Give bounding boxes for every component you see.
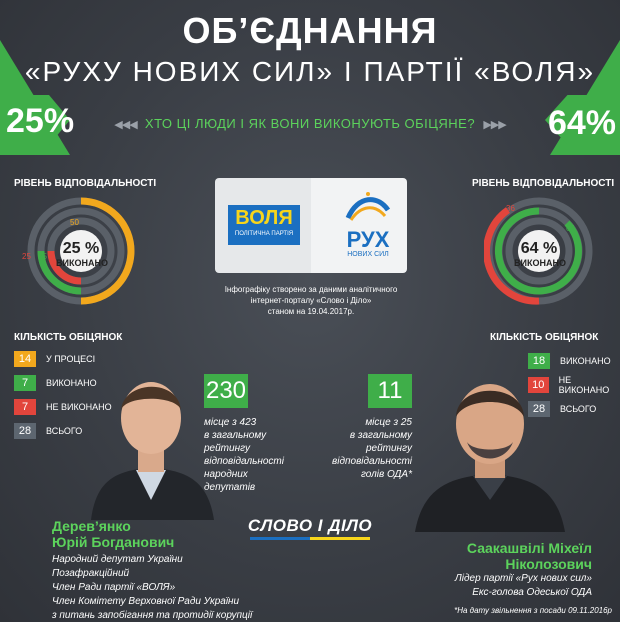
desc-line: Народний депутат України: [52, 554, 183, 565]
left-arrows-icon: ◀◀◀: [114, 119, 141, 131]
legend-item: 28 ВСЬОГО: [528, 400, 620, 418]
saakashvili-portrait: [415, 372, 565, 532]
rank-line: місце з 423: [204, 417, 257, 428]
left-rank-text: місце з 423 в загальному рейтингу відпов…: [204, 416, 284, 494]
legend-value: 28: [14, 423, 36, 439]
right-center-label: ВИКОНАНО: [514, 258, 566, 268]
rank-line: голів ОДА*: [360, 469, 412, 480]
legend-label: ВИКОНАНО: [560, 356, 611, 366]
desc-line: Член Комітету Верховної Ради України: [52, 596, 240, 607]
legend-value: 7: [14, 399, 36, 415]
rukh-logo: РУХ НОВИХ СИЛ: [334, 190, 402, 258]
legend-label: У ПРОЦЕСІ: [46, 354, 96, 364]
legend-value: 10: [528, 377, 549, 393]
right-rank-badge: 11: [368, 374, 412, 408]
desc-line: Член Ради партії «ВОЛЯ»: [52, 582, 176, 593]
right-center-pct: 64 %: [520, 240, 558, 257]
right-rank-text: місце з 25 в загальному рейтингу відпові…: [318, 416, 412, 481]
left-legend: 14 У ПРОЦЕСІ 7 ВИКОНАНО 7 НЕ ВИКОНАНО 28…: [14, 350, 112, 440]
legend-label: ВСЬОГО: [46, 426, 83, 436]
right-ring-label-outer: 36: [506, 204, 515, 213]
legend-item: 14 У ПРОЦЕСІ: [14, 350, 112, 368]
slovo-i-dilo-logo: СЛОВО І ДІЛО: [240, 516, 380, 540]
left-percent: 25%: [6, 102, 75, 140]
page-title: ОБ’ЄДНАННЯ: [182, 10, 438, 51]
rank-line: народних: [204, 469, 248, 480]
rukh-emblem-icon: [345, 192, 391, 221]
left-counts-title: КІЛЬКІСТЬ ОБІЦЯНОК: [14, 332, 123, 343]
voly-logo-text: ВОЛЯ: [235, 207, 293, 229]
name-line: Юрій Богданович: [52, 534, 175, 550]
legend-label: НЕ ВИКОНАНО: [558, 375, 610, 395]
legend-item: 10 НЕ ВИКОНАНО: [528, 375, 620, 395]
left-person-desc: Народний депутат України Позафракційний …: [52, 553, 252, 622]
left-ring-label-middle: 25: [38, 252, 47, 261]
right-person-desc: Лідер партії «Рух нових сил» Екс-голова …: [455, 572, 592, 600]
left-ring-label-outer: 50: [70, 218, 79, 227]
rank-line: місце з 25: [365, 417, 412, 428]
rank-line: рейтингу: [204, 443, 251, 454]
legend-item: 18 ВИКОНАНО: [528, 352, 620, 370]
left-person-name: Дерев’янко Юрій Богданович: [52, 518, 174, 550]
legend-value: 14: [14, 351, 36, 367]
legend-item: 7 ВИКОНАНО: [14, 374, 112, 392]
right-percent: 64%: [547, 104, 616, 142]
name-line: Дерев’янко: [52, 518, 131, 534]
legend-item: 28 ВСЬОГО: [14, 422, 112, 440]
legend-label: НЕ ВИКОНАНО: [46, 402, 112, 412]
desc-line: з питань запобігання та протидії корупці…: [52, 610, 253, 621]
left-ring-label-inner: 25: [22, 252, 31, 261]
desc-line: Позафракційний: [52, 568, 130, 579]
right-counts-title: КІЛЬКІСТЬ ОБІЦЯНОК: [490, 332, 599, 343]
left-responsibility-title: РІВЕНЬ ВІДПОВІДАЛЬНОСТІ: [14, 178, 157, 189]
rank-line: відповідальності: [332, 456, 412, 467]
rank-line: депутатів: [204, 482, 256, 493]
desc-line: Екс-голова Одеської ОДА: [472, 587, 592, 598]
question-line: ◀◀◀ ХТО ЦІ ЛЮДИ І ЯК ВОНИ ВИКОНУЮТЬ ОБІЦ…: [0, 116, 620, 131]
source-line: інтернет-порталу «Слово і Діло»: [250, 296, 372, 305]
right-responsibility-title: РІВЕНЬ ВІДПОВІДАЛЬНОСТІ: [472, 178, 615, 189]
rank-line: в загальному: [204, 430, 267, 441]
brand-text: СЛОВО І ДІЛО: [247, 516, 373, 535]
source-line: Інфографіку створено за даними аналітичн…: [224, 285, 398, 294]
legend-label: ВИКОНАНО: [46, 378, 97, 388]
desc-line: Лідер партії «Рух нових сил»: [454, 573, 592, 584]
voly-logo-sub: ПОЛІТИЧНА ПАРТІЯ: [234, 231, 294, 237]
brand-flag-icon: [250, 537, 370, 540]
left-donut-chart: [27, 197, 135, 305]
voly-logo: ВОЛЯ ПОЛІТИЧНА ПАРТІЯ: [228, 205, 300, 245]
left-center-pct: 25 %: [62, 240, 100, 257]
legend-value: 7: [14, 375, 36, 391]
deryavko-portrait: [86, 370, 216, 520]
rank-line: відповідальності: [204, 456, 284, 467]
rank-line: рейтингу: [365, 443, 412, 454]
left-rank-badge: 230: [204, 374, 248, 408]
right-legend: 18 ВИКОНАНО 10 НЕ ВИКОНАНО 28 ВСЬОГО: [528, 352, 620, 418]
right-person-name: Саакашвілі Міхеїл Ніколозович: [467, 540, 592, 572]
legend-label: ВСЬОГО: [560, 404, 597, 414]
legend-item: 7 НЕ ВИКОНАНО: [14, 398, 112, 416]
legend-value: 18: [528, 353, 550, 369]
left-center-label: ВИКОНАНО: [56, 258, 108, 268]
question-text: ХТО ЦІ ЛЮДИ І ЯК ВОНИ ВИКОНУЮТЬ ОБІЦЯНЕ?: [144, 116, 476, 131]
source-note: Інфографіку створено за даними аналітичн…: [215, 284, 407, 317]
legend-value: 28: [528, 401, 550, 417]
left-donut-center: 25 % ВИКОНАНО: [56, 240, 108, 268]
rukh-logo-panel: [311, 178, 407, 273]
right-arrows-icon: ▶▶▶: [479, 119, 506, 131]
rukh-logo-sub: НОВИХ СИЛ: [347, 251, 389, 258]
page-subtitle: «РУХУ НОВИХ СИЛ» І ПАРТІЇ «ВОЛЯ»: [24, 56, 596, 87]
name-line: Саакашвілі Міхеїл: [466, 540, 592, 556]
footnote: *На дату звільнення з посади 09.11.2016р: [454, 606, 612, 615]
right-donut-center: 64 % ВИКОНАНО: [514, 240, 566, 268]
rukh-logo-text: РУХ: [346, 227, 390, 252]
name-line: Ніколозович: [505, 556, 592, 572]
right-ring-label-middle: 64: [566, 224, 575, 233]
right-donut-chart: [484, 197, 593, 305]
source-line: станом на 19.04.2017р.: [267, 307, 355, 316]
rank-line: в загальному: [349, 430, 412, 441]
